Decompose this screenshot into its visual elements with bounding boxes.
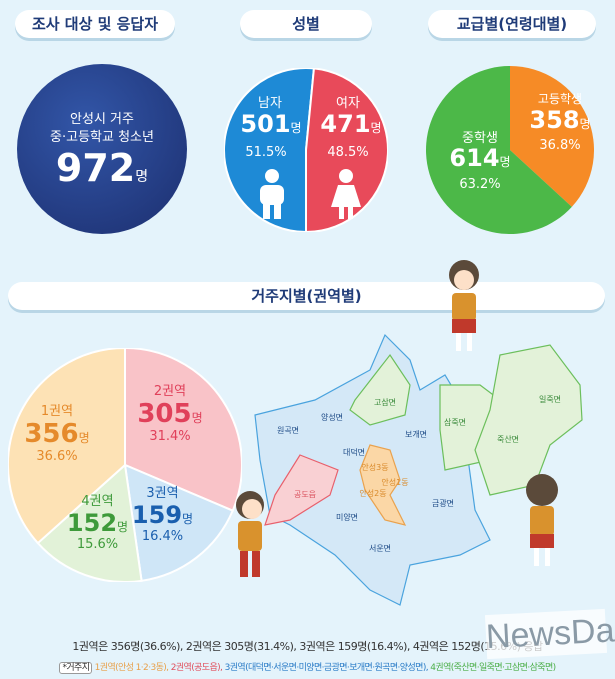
pie-slice-고등학생 [510, 66, 594, 207]
respondents-unit: 명 [135, 169, 149, 185]
map-label-samjuk: 삼죽면 [444, 417, 466, 427]
map-label-gongdo: 공도읍 [294, 490, 316, 499]
anseong-map: 원곡면 양성면 고삼면 보개면 삼죽면 일죽면 죽산면 대덕면 안성3동 안성1… [254, 333, 583, 606]
section-title-gender: 성별 [240, 10, 372, 38]
gender-pie [224, 68, 388, 232]
footer-region2: 2권역(공도읍), [170, 663, 223, 673]
footer-region3: 3권역(대덕면·서운면·미양면·금광면·보개면·원곡면·양성면), [224, 663, 429, 673]
map-label-iljuk: 일죽면 [539, 394, 561, 404]
high-unit: 명 [579, 117, 591, 131]
high-count-number: 358 [529, 106, 580, 134]
pie-slice-여자 [305, 68, 388, 232]
respondents-count-number: 972 [55, 146, 136, 190]
region3-unit: 명 [182, 512, 194, 526]
pie-slice-남자 [224, 68, 315, 232]
female-count: 471명 [316, 110, 386, 138]
map-label-anseong3: 안성3동 [361, 462, 388, 472]
pie-slice-1권역 [8, 348, 126, 545]
footer-region1: 1권역(안성 1·2·3동), [94, 663, 169, 673]
map-region4-east [474, 344, 583, 496]
region2-pct: 31.4% [149, 429, 191, 444]
region2-name: 2권역 [153, 384, 187, 399]
region2-count-number: 305 [137, 399, 192, 429]
map-label-yangseong: 양성면 [321, 412, 343, 422]
region4-label: 4권역 152명 15.6% [60, 490, 135, 552]
region1-pct: 36.6% [36, 449, 78, 464]
respondents-line1: 안성시 거주 [70, 112, 134, 127]
female-count-number: 471 [320, 110, 371, 138]
student-character-icon [449, 260, 479, 351]
region-pie [8, 348, 242, 582]
map-label-bogae: 보개면 [405, 429, 427, 439]
region3-count: 159명 [125, 501, 200, 529]
watermark-logo: NewsDa [484, 608, 615, 660]
respondents-line2: 중·고등학교 청소년 [50, 130, 154, 145]
middle-count-number: 614 [449, 144, 500, 172]
male-unit: 명 [290, 121, 302, 135]
map-region1 [359, 444, 407, 526]
female-unit: 명 [370, 121, 382, 135]
male-pct: 51.5% [245, 145, 287, 160]
middle-unit: 명 [499, 155, 511, 169]
map-label-anseong1: 안성1동 [381, 477, 408, 487]
respondents-count: 972명 [17, 146, 187, 190]
respondents-circle [17, 64, 187, 234]
region1-name: 1권역 [40, 404, 74, 419]
region1-label: 1권역 356명 36.6% [22, 400, 92, 464]
footer-region4: 4권역(죽산면·일죽면·고삼면·삼죽면) [430, 663, 556, 673]
student-character-icon [526, 474, 558, 566]
male-count: 501명 [236, 110, 306, 138]
pie-slice-중학생 [426, 66, 572, 234]
map-label-gosam: 고삼면 [374, 397, 396, 407]
high-label: 고등학생 [537, 92, 583, 106]
region3-count-number: 159 [131, 501, 183, 529]
female-label: 여자 [336, 96, 360, 111]
region4-name: 4권역 [81, 494, 114, 509]
female-pct: 48.5% [327, 145, 369, 160]
male-label: 남자 [258, 96, 282, 111]
high-pct: 36.8% [539, 138, 581, 153]
region1-unit: 명 [78, 431, 90, 445]
region1-count: 356명 [22, 419, 92, 449]
region2-count: 305명 [130, 399, 210, 429]
female-icon [331, 169, 361, 219]
map-label-geumgwang: 금광면 [432, 498, 454, 508]
middle-label: 중학생 [462, 131, 498, 146]
region4-unit: 명 [117, 520, 129, 534]
middle-pct: 63.2% [459, 177, 501, 192]
male-count-number: 501 [240, 110, 291, 138]
map-labels: 원곡면 양성면 고삼면 보개면 삼죽면 일죽면 죽산면 대덕면 안성3동 안성1… [277, 394, 561, 553]
footer-summary: 1권역은 356명(36.6%), 2권역은 305명(31.4%), 3권역은… [72, 640, 543, 653]
map-label-anseong2: 안성2동 [359, 488, 386, 498]
map-label-daedeok: 대덕면 [343, 447, 365, 457]
pie-slice-3권역 [123, 463, 235, 582]
region3-pct: 16.4% [141, 529, 184, 544]
region2-label: 2권역 305명 31.4% [130, 380, 210, 444]
grade-pie [426, 66, 594, 234]
region1-count-number: 356 [24, 419, 79, 449]
high-count: 358명 [525, 106, 595, 134]
student-character-icon [236, 491, 264, 577]
middle-count: 614명 [445, 144, 515, 172]
region4-pct: 15.6% [76, 537, 119, 552]
map-label-wongok: 원곡면 [277, 425, 299, 435]
region3-label: 3권역 159명 16.4% [125, 482, 200, 544]
pie-slice-2권역 [124, 348, 242, 512]
map-region2 [264, 454, 339, 526]
map-label-seoun: 서운면 [369, 543, 391, 553]
male-icon [260, 169, 284, 219]
region3-name: 3권역 [146, 486, 179, 501]
section-title-region: 거주지별(권역별) [8, 282, 605, 310]
footer-tag: *거주지 [59, 662, 93, 674]
section-title-grade: 교급별(연령대별) [428, 10, 596, 38]
section-title-respondents: 조사 대상 및 응답자 [15, 10, 175, 38]
region4-count: 152명 [60, 509, 135, 537]
pie-slice-4권역 [36, 463, 143, 582]
region4-count-number: 152 [66, 509, 118, 537]
map-label-miyang: 미양면 [336, 512, 358, 522]
footer-legend: *거주지 1권역(안성 1·2·3동), 2권역(공도읍), 3권역(대덕면·서… [0, 660, 615, 674]
map-label-juksan: 죽산면 [497, 434, 519, 444]
region2-unit: 명 [191, 411, 203, 425]
